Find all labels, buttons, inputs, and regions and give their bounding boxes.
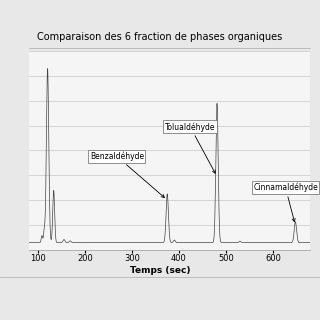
Text: Cinnamaldéhyde: Cinnamaldéhyde: [253, 183, 318, 222]
Text: Benzaldéhyde: Benzaldéhyde: [90, 152, 164, 197]
Text: Tolualdéhyde: Tolualdéhyde: [165, 122, 215, 173]
Text: Comparaison des 6 fraction de phases organiques: Comparaison des 6 fraction de phases org…: [37, 32, 283, 42]
Text: Temps (sec): Temps (sec): [130, 266, 190, 275]
